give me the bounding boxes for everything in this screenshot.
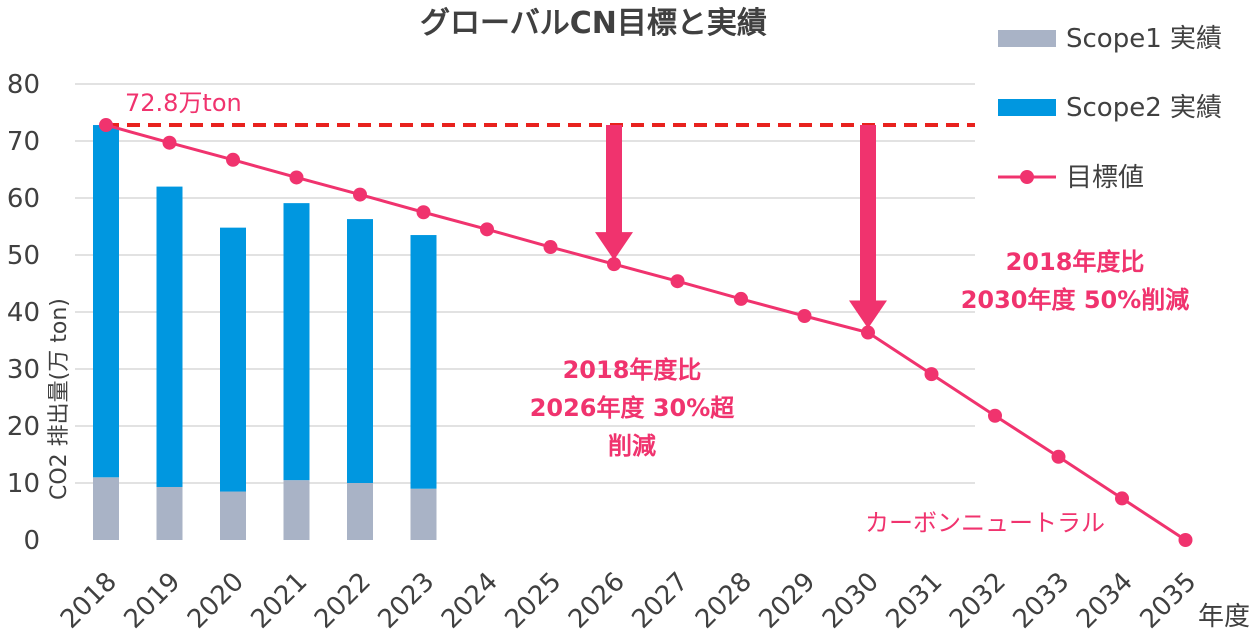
legend-swatch-scope1 (998, 30, 1056, 47)
x-tick-2028: 2028 (690, 567, 758, 635)
x-tick-2022: 2022 (309, 567, 377, 635)
y-axis-label: CO2 排出量(万 ton) (47, 298, 72, 500)
y-tick-20: 20 (7, 412, 40, 442)
y-tick-70: 70 (7, 127, 40, 157)
bar-scope2-2018 (93, 125, 119, 478)
bar-scope2-2021 (283, 203, 310, 481)
target-point-2022 (353, 187, 367, 202)
reference-label: 72.8万ton (125, 89, 242, 117)
reduction-arrows (595, 125, 887, 329)
target-point-2019 (162, 135, 177, 150)
target-point-2018 (99, 118, 113, 133)
grid-lines (75, 83, 975, 484)
bar-scope2-2019 (156, 186, 183, 487)
target-point-2024 (480, 222, 494, 237)
target-point-2026 (607, 257, 621, 272)
y-tick-80: 80 (7, 70, 40, 100)
y-tick-50: 50 (7, 241, 40, 271)
bar-scope1-2020 (220, 491, 246, 540)
target-point-2034 (1115, 491, 1129, 506)
arrow-2026 (595, 125, 633, 261)
annotation-2026-line-1: 2018年度比 (563, 356, 702, 384)
target-line (105, 123, 1187, 542)
arrow-2030 (849, 125, 887, 329)
target-point-2035 (1178, 533, 1193, 547)
x-tick-2024: 2024 (436, 567, 504, 635)
legend-label-target: 目標値 (1066, 163, 1144, 193)
target-point-2025 (543, 240, 558, 255)
annotation-2026-line-3: 削減 (608, 432, 656, 460)
target-line-group (99, 118, 1193, 547)
y-tick-0: 0 (23, 526, 40, 556)
y-tick-30: 30 (7, 355, 40, 385)
legend-label-scope2: Scope2 実績 (1066, 93, 1222, 123)
bar-scope2-2023 (410, 235, 437, 489)
annotation-2030-line-1: 2018年度比 (1006, 248, 1145, 276)
bar-scope1-2018 (93, 477, 119, 540)
x-tick-2034: 2034 (1071, 567, 1139, 635)
target-point-2023 (416, 205, 431, 220)
y-tick-labels: 0 10 20 30 40 50 60 70 80 (7, 70, 40, 556)
bar-scope2-2020 (220, 227, 246, 492)
x-tick-2026: 2026 (563, 567, 631, 635)
target-point-2020 (226, 152, 240, 167)
x-tick-2033: 2033 (1007, 567, 1075, 635)
x-tick-2018: 2018 (55, 567, 123, 635)
legend-marker-target (1020, 170, 1034, 184)
annotation-2030-line-2: 2030年度 50%削減 (961, 286, 1190, 314)
target-point-2032 (988, 408, 1002, 423)
bar-scope1-2019 (156, 486, 183, 540)
x-tick-labels: 2018201920202021202220232024202520262027… (55, 567, 1203, 635)
chart-title: グローバルCN目標と実績 (420, 6, 767, 41)
x-tick-2030: 2030 (817, 567, 885, 635)
legend-swatch-scope2 (998, 99, 1056, 116)
annotation-carbon-neutral: カーボンニュートラル (865, 509, 1105, 537)
y-tick-40: 40 (7, 298, 40, 328)
target-point-2030 (861, 325, 875, 340)
legend-label-scope1: Scope1 実績 (1066, 24, 1222, 54)
target-point-2033 (1051, 449, 1066, 464)
x-tick-2020: 2020 (182, 567, 250, 635)
x-tick-2019: 2019 (118, 567, 186, 635)
target-point-2021 (289, 170, 304, 185)
target-point-2031 (924, 367, 939, 382)
x-tick-2027: 2027 (626, 567, 694, 635)
target-point-2028 (734, 291, 748, 306)
x-tick-2025: 2025 (499, 567, 567, 635)
target-point-2027 (670, 274, 685, 289)
annotation-2026-line-2: 2026年度 30%超 (530, 394, 736, 422)
x-tick-2031: 2031 (880, 567, 948, 635)
bars (93, 125, 437, 540)
reference-line-group: 72.8万ton (106, 89, 975, 128)
x-tick-2035: 2035 (1134, 567, 1202, 635)
target-point-2029 (797, 308, 812, 323)
x-axis-unit: 年度 (1198, 602, 1250, 632)
annotations: 2018年度比 2026年度 30%超削減 2018年度比 2030年度 50%削減カ… (530, 248, 1190, 537)
y-tick-60: 60 (7, 184, 40, 214)
x-tick-2021: 2021 (245, 567, 313, 635)
bar-scope1-2022 (347, 483, 373, 540)
x-tick-2032: 2032 (944, 567, 1012, 635)
bar-scope1-2023 (410, 488, 437, 540)
x-tick-2029: 2029 (753, 567, 821, 635)
y-tick-10: 10 (7, 469, 40, 499)
x-tick-2023: 2023 (372, 567, 440, 635)
bar-scope1-2021 (283, 480, 310, 540)
bar-scope2-2022 (347, 219, 373, 483)
